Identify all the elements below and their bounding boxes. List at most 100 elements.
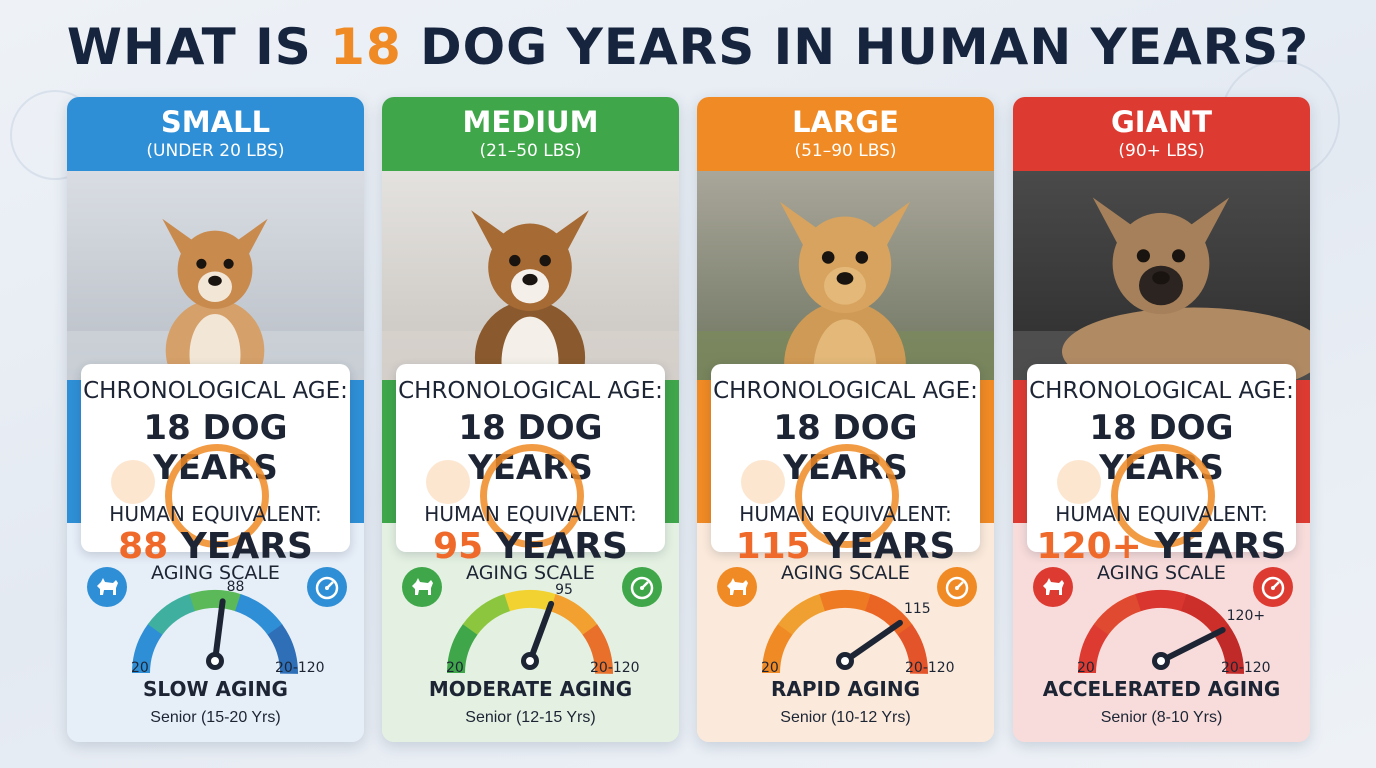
human-equivalent-value: 95 YEARS	[396, 526, 665, 567]
human-equivalent-label: HUMAN EQUIVALENT:	[424, 502, 637, 526]
aging-rate: SLOW AGING	[143, 677, 288, 701]
dog-icon	[717, 567, 757, 607]
dog-chest	[189, 313, 241, 380]
human-equivalent-value: 88 YEARS	[81, 526, 350, 567]
chronological-age-label: CHRONOLOGICAL AGE:	[1029, 378, 1294, 404]
gauge-arc-segment	[1135, 590, 1188, 612]
gauge-arc-segment	[897, 624, 928, 675]
card-lower-panel	[382, 523, 679, 742]
size-name: MEDIUM	[462, 105, 599, 139]
dog-head	[488, 223, 572, 311]
card-header: MEDIUM (21–50 LBS)	[382, 97, 679, 171]
highlight-dot	[1057, 460, 1101, 504]
gauge-min-label: 20	[761, 660, 779, 676]
gauge-max-label: 20-120	[275, 660, 325, 676]
highlight-ring	[1111, 444, 1215, 548]
gauge-arc-segment	[1078, 623, 1110, 674]
dog-icon	[402, 567, 442, 607]
dog-photo	[67, 171, 364, 380]
dog-eye-right	[1172, 249, 1186, 263]
human-years-number: 120+	[1036, 526, 1142, 567]
human-years-number: 95	[433, 526, 484, 567]
dog-nose	[208, 275, 222, 286]
human-years-suffix: YEARS	[168, 526, 313, 567]
gauge-min-label: 20	[1077, 660, 1095, 676]
gauge-arc-segment	[234, 594, 283, 636]
size-name: GIANT	[1110, 105, 1213, 139]
aging-rate: ACCELERATED AGING	[1042, 677, 1281, 701]
dog-eye-left	[196, 258, 207, 269]
gauge-arc-segment	[447, 623, 479, 674]
gauge-needle	[1158, 627, 1226, 664]
size-name: SMALL	[160, 105, 271, 139]
dog-eye-left	[821, 251, 835, 264]
human-years-suffix: YEARS	[1141, 526, 1287, 567]
speedometer-icon	[622, 567, 662, 607]
dog-nose	[522, 273, 538, 286]
dog-head	[1112, 212, 1210, 315]
gauge-arc-segment	[777, 593, 826, 636]
human-years-number: 115	[735, 526, 811, 567]
size-range: (UNDER 20 LBS)	[146, 141, 285, 161]
chronological-age-label: CHRONOLOGICAL AGE:	[83, 378, 348, 404]
speedometer-icon	[1253, 567, 1293, 607]
highlight-dot	[741, 460, 785, 504]
title-prefix: WHAT IS	[66, 18, 331, 76]
gauge-arc-segment	[267, 624, 298, 675]
dog-nose	[836, 272, 854, 285]
dog-photo	[697, 171, 994, 380]
gauge-max-label: 20-120	[590, 660, 640, 676]
dog-eye-right	[855, 251, 869, 264]
aging-gauge	[1078, 590, 1244, 675]
card-header: GIANT (90+ LBS)	[1013, 97, 1310, 171]
dog-illustration	[382, 171, 679, 380]
highlight-dot	[111, 460, 155, 504]
card-header: SMALL (UNDER 20 LBS)	[67, 97, 364, 171]
aging-scale-title: AGING SCALE	[151, 562, 280, 584]
gauge-needle	[212, 598, 226, 664]
highlight-ring	[165, 444, 269, 548]
gauge-arc-segment	[504, 590, 557, 612]
gauge-min-label: 20	[131, 660, 149, 676]
gauge-min-label: 20	[446, 660, 464, 676]
gauge-value-label: 88	[226, 579, 245, 596]
gauge-arc-segment	[462, 593, 511, 636]
dog-figure	[162, 218, 268, 380]
gauge-needle	[842, 619, 903, 664]
highlight-dot	[426, 460, 470, 504]
chronological-age-label: CHRONOLOGICAL AGE:	[713, 378, 978, 404]
speedometer-icon	[307, 567, 347, 607]
gauge-arc-segment	[147, 593, 196, 636]
dog-photo	[1013, 171, 1310, 380]
size-range: (21–50 LBS)	[479, 141, 582, 161]
gauge-value-label: 120+	[1226, 608, 1266, 624]
gauge-arc-segment	[549, 594, 598, 636]
dog-eye-left	[509, 254, 521, 267]
highlight-ring	[480, 444, 584, 548]
aging-scale-title: AGING SCALE	[466, 562, 595, 584]
human-equivalent-value: 120+ YEARS	[1027, 526, 1296, 567]
title-highlight: 18	[330, 18, 402, 76]
dog-illustration	[67, 171, 364, 380]
size-card-small: SMALL (UNDER 20 LBS) CHRONOLOGICAL AGE: …	[67, 97, 364, 742]
human-years-suffix: YEARS	[810, 526, 956, 567]
gauge-arc-segment	[762, 623, 794, 674]
gauge-arc-segment	[189, 590, 242, 612]
senior-age-range: Senior (10-12 Yrs)	[780, 709, 911, 726]
dog-body	[1062, 307, 1310, 380]
card-lower-panel	[1013, 523, 1310, 742]
size-name: LARGE	[792, 105, 899, 139]
aging-gauge	[447, 590, 613, 675]
dog-photo	[382, 171, 679, 380]
gauge-needle-hub-center	[1157, 657, 1165, 665]
gauge-arc-segment	[582, 624, 613, 675]
dog-illustration	[1013, 171, 1310, 380]
human-years-suffix: YEARS	[483, 526, 628, 567]
human-years-number: 88	[118, 526, 169, 567]
chronological-age-label: CHRONOLOGICAL AGE:	[398, 378, 663, 404]
gauge-max-label: 20-120	[1221, 660, 1271, 676]
dog-muzzle	[1139, 265, 1183, 306]
page-title: WHAT IS 18 DOG YEARS IN HUMAN YEARS?	[0, 18, 1376, 76]
gauge-needle	[527, 600, 555, 664]
size-range: (51–90 LBS)	[794, 141, 897, 161]
